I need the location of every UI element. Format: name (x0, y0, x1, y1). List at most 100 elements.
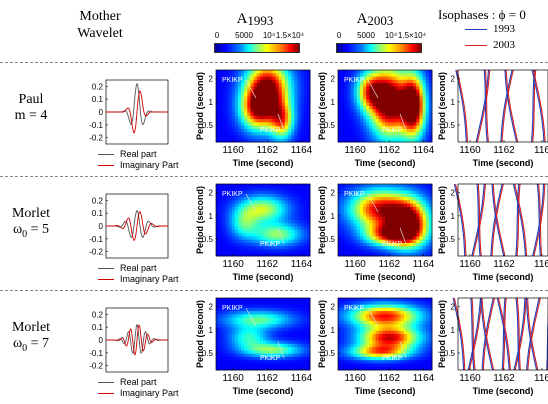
heatmap-cell (282, 113, 286, 117)
heatmap-cell (304, 223, 308, 227)
heatmap-cell (279, 109, 283, 113)
heatmap-cell (301, 77, 305, 81)
heatmap-cell (294, 184, 298, 188)
heatmap-cell (269, 135, 273, 139)
heatmap-cell (247, 223, 251, 227)
heatmap-cell (347, 360, 351, 364)
heatmap-cell (416, 119, 420, 123)
x-tick-label: 1162 (379, 373, 401, 384)
heatmap-cell (351, 249, 355, 253)
heatmap-cell (376, 194, 380, 198)
heatmap-cell (338, 197, 342, 201)
heatmap-cell (357, 246, 361, 250)
heatmap-cell (338, 96, 342, 100)
y-axis-label: Period (second) (318, 300, 327, 368)
heatmap-cell (351, 324, 355, 328)
heatmap-cell (388, 223, 392, 227)
heatmap-cell (304, 90, 308, 94)
heatmap-cell (354, 324, 358, 328)
heatmap-cell (225, 227, 229, 231)
heatmap-cell (291, 360, 295, 364)
heatmap-cell (410, 86, 414, 90)
heatmap-cell (257, 223, 261, 227)
heatmap-cell (235, 106, 239, 110)
heatmap-cell (238, 113, 242, 117)
heatmap-cell (297, 236, 301, 240)
heatmap-cell (344, 324, 348, 328)
heatmap-cell (407, 129, 411, 133)
x-tick-label: 1164 (291, 145, 312, 156)
heatmap-cell (294, 230, 298, 234)
heatmap-cell (379, 324, 383, 328)
heatmap-cell (301, 360, 305, 364)
heatmap-cell (354, 210, 358, 214)
heatmap-cell (235, 334, 239, 338)
heatmap-cell (423, 207, 427, 211)
heatmap-cell (401, 331, 405, 335)
heatmap-cell (366, 311, 370, 315)
heatmap-cell (423, 210, 427, 214)
heatmap-cell (263, 308, 267, 312)
heatmap-cell (360, 357, 364, 361)
heatmap-cell (376, 341, 380, 345)
heatmap-cell (288, 324, 292, 328)
heatmap-cell (347, 331, 351, 335)
heatmap-cell (369, 129, 373, 133)
heatmap-cell (229, 314, 233, 318)
heatmap-cell (241, 363, 245, 367)
heatmap-cell (272, 337, 276, 341)
heatmap-cell (294, 73, 298, 77)
heatmap-cell (229, 360, 233, 364)
heatmap-cell (241, 360, 245, 364)
heatmap-cell (338, 354, 342, 358)
heatmap-cell (250, 308, 254, 312)
heatmap-cell (410, 213, 414, 217)
heatmap-cell (216, 86, 220, 90)
heatmap-cell (257, 334, 261, 338)
heatmap-cell (222, 363, 226, 367)
heatmap-cell (363, 227, 367, 231)
heatmap-cell (263, 191, 267, 195)
heatmap-cell (279, 83, 283, 87)
heatmap-cell (388, 350, 392, 354)
heatmap-cell (272, 200, 276, 204)
heatmap-cell (341, 314, 345, 318)
heatmap-cell (391, 93, 395, 97)
heatmap-cell (232, 249, 236, 253)
heatmap-cell (366, 135, 370, 139)
heatmap-cell (407, 334, 411, 338)
heatmap-cell (382, 236, 386, 240)
heatmap-cell (360, 243, 364, 247)
heatmap-cell (263, 106, 267, 110)
heatmap-cell (394, 83, 398, 87)
heatmap-cell (426, 321, 430, 325)
heatmap-cell (222, 86, 226, 90)
heatmap-cell (269, 106, 273, 110)
heatmap-cell (379, 119, 383, 123)
heatmap-cell (244, 126, 248, 130)
heatmap-cell (238, 119, 242, 123)
heatmap-cell (385, 324, 389, 328)
heatmap-cell (363, 243, 367, 247)
heatmap-cell (232, 314, 236, 318)
heatmap-cell (369, 334, 373, 338)
x-tick-label: 1162 (493, 259, 515, 270)
heatmap-cell (254, 220, 258, 224)
heatmap-cell (254, 116, 258, 120)
heatmap-cell (363, 204, 367, 208)
heatmap-cell (363, 113, 367, 117)
heatmap-cell (394, 324, 398, 328)
heatmap-cell (241, 207, 245, 211)
heatmap-cell (285, 341, 289, 345)
heatmap-cell (388, 230, 392, 234)
heatmap-cell (257, 321, 261, 325)
heatmap-cell (382, 213, 386, 217)
heatmap-cell (398, 233, 402, 237)
heatmap-cell (360, 109, 364, 113)
heatmap-cell (341, 204, 345, 208)
heatmap-cell (288, 220, 292, 224)
heatmap-cell (216, 207, 220, 211)
heatmap-cell (266, 210, 270, 214)
heatmap-cell (385, 298, 389, 302)
